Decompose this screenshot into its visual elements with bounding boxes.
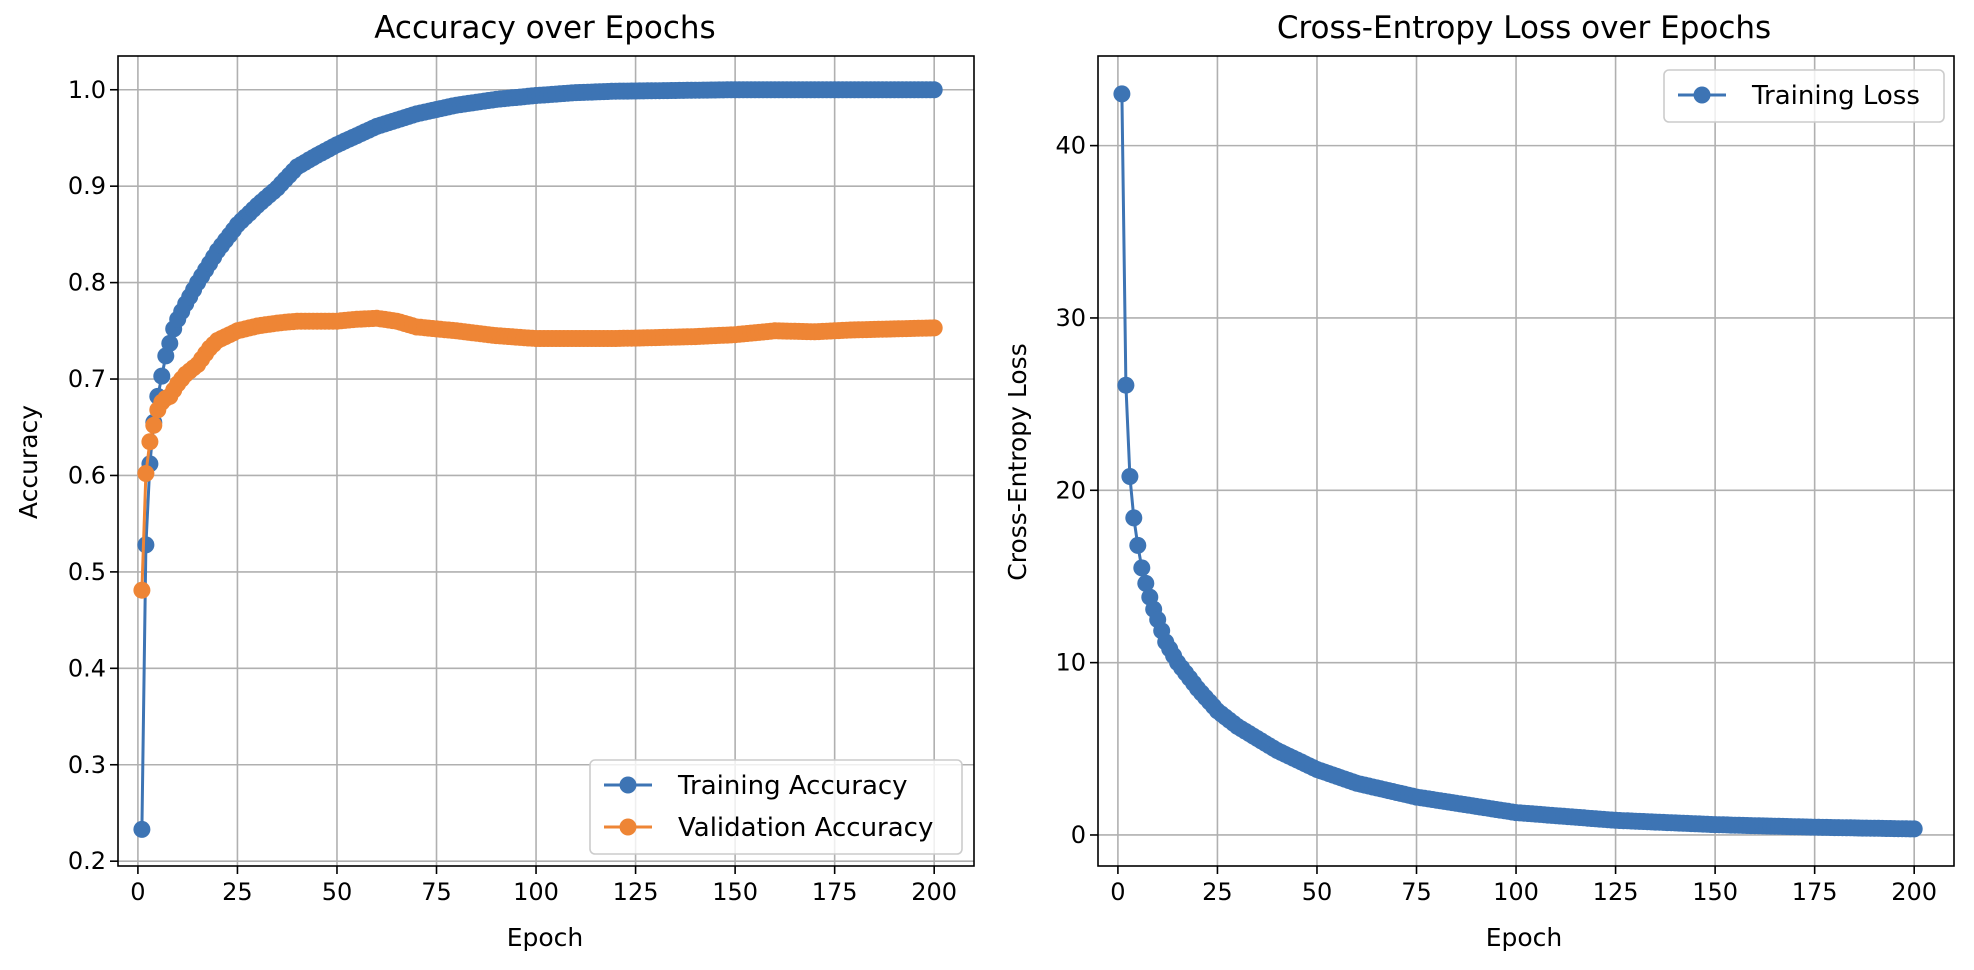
- accuracy-data-point: [145, 416, 163, 434]
- accuracy-y-axis-label: Accuracy: [14, 405, 43, 519]
- loss-chart-title: Cross-Entropy Loss over Epochs: [1277, 10, 1771, 46]
- accuracy-y-tick-label: 0.2: [68, 847, 106, 875]
- accuracy-data-point: [133, 581, 151, 599]
- accuracy-plot-frame: [117, 55, 975, 867]
- accuracy-data-point: [141, 433, 159, 451]
- accuracy-y-tick-label: 0.6: [68, 461, 106, 489]
- accuracy-legend-swatch-marker: [619, 776, 637, 794]
- accuracy-data-point: [153, 367, 171, 385]
- accuracy-data-point: [925, 81, 943, 99]
- loss-data-point: [1117, 376, 1135, 394]
- accuracy-series-line-1: [140, 316, 935, 591]
- accuracy-x-tick-label: 200: [911, 878, 957, 906]
- accuracy-x-tick-label: 125: [613, 878, 659, 906]
- loss-legend-box: [1663, 69, 1945, 123]
- accuracy-x-tick-label: 25: [222, 878, 253, 906]
- accuracy-y-tick-label: 0.4: [68, 654, 106, 682]
- loss-data-point: [1133, 559, 1151, 577]
- accuracy-y-tick-label: 0.3: [68, 751, 106, 779]
- accuracy-legend: Training Accuracy Validation Accuracy: [589, 759, 963, 855]
- loss-x-tick-label: 200: [1891, 878, 1937, 906]
- accuracy-legend-box: [589, 759, 963, 855]
- loss-y-tick-label: 40: [1055, 132, 1086, 160]
- loss-plot-frame: [1097, 55, 1955, 867]
- loss-x-tick-label: 150: [1692, 878, 1738, 906]
- loss-data-point: [1129, 536, 1147, 554]
- accuracy-data-point: [161, 334, 179, 352]
- loss-data-point: [1125, 509, 1143, 527]
- accuracy-legend-label: Training Accuracy: [677, 771, 908, 801]
- loss-x-tick-label: 175: [1792, 878, 1838, 906]
- accuracy-x-tick-label: 75: [421, 878, 452, 906]
- loss-chart: Cross-Entropy Loss over Epochs Epoch Cro…: [1003, 10, 1955, 952]
- loss-data-point: [1113, 85, 1131, 103]
- accuracy-chart-title: Accuracy over Epochs: [374, 10, 715, 46]
- loss-legend-swatch-marker: [1693, 86, 1711, 104]
- loss-data-point: [1121, 468, 1139, 485]
- loss-data-point: [1905, 820, 1923, 838]
- accuracy-x-axis-label: Epoch: [507, 923, 584, 952]
- accuracy-y-tick-label: 0.8: [68, 269, 106, 297]
- loss-y-tick-label: 20: [1055, 476, 1086, 504]
- accuracy-y-tick-label: 0.5: [68, 558, 106, 586]
- accuracy-x-tick-label: 100: [513, 878, 559, 906]
- accuracy-data-point: [925, 319, 943, 337]
- accuracy-y-tick-label: 0.9: [68, 172, 106, 200]
- loss-y-tick-label: 30: [1055, 304, 1086, 332]
- loss-data-point: [1137, 574, 1155, 592]
- accuracy-y-tick-label: 0.7: [68, 365, 106, 393]
- loss-y-tick-label: 0: [1071, 821, 1086, 849]
- accuracy-data-point: [137, 465, 155, 482]
- accuracy-legend-label: Validation Accuracy: [678, 813, 933, 843]
- accuracy-x-tick-label: 175: [812, 878, 858, 906]
- loss-x-tick-label: 125: [1593, 878, 1639, 906]
- accuracy-data-point: [133, 820, 151, 838]
- accuracy-x-tick-label: 50: [322, 878, 353, 906]
- accuracy-x-tick-label: 150: [712, 878, 758, 906]
- loss-legend-label: Training Loss: [1751, 81, 1920, 111]
- loss-x-tick-label: 50: [1302, 878, 1333, 906]
- accuracy-y-tick-label: 1.0: [68, 76, 106, 104]
- accuracy-chart: Accuracy over Epochs Epoch Accuracy 0 25 5…: [14, 10, 975, 952]
- accuracy-series-points-1: [133, 309, 943, 599]
- loss-x-axis-label: Epoch: [1486, 923, 1563, 952]
- accuracy-legend-swatch-marker: [619, 818, 637, 836]
- accuracy-data-point: [137, 536, 155, 554]
- accuracy-series-points-0: [133, 81, 943, 838]
- loss-x-tick-label: 75: [1401, 878, 1432, 906]
- loss-x-tick-label: 25: [1202, 878, 1233, 906]
- accuracy-x-tick-label: 0: [130, 878, 145, 906]
- loss-x-tick-label: 0: [1110, 878, 1125, 906]
- loss-y-axis-label: Cross-Entropy Loss: [1003, 343, 1032, 580]
- loss-x-tick-label: 100: [1493, 878, 1539, 906]
- loss-y-tick-label: 10: [1055, 649, 1086, 677]
- loss-series-points-0: [1113, 85, 1923, 838]
- loss-legend: Training Loss: [1663, 69, 1945, 123]
